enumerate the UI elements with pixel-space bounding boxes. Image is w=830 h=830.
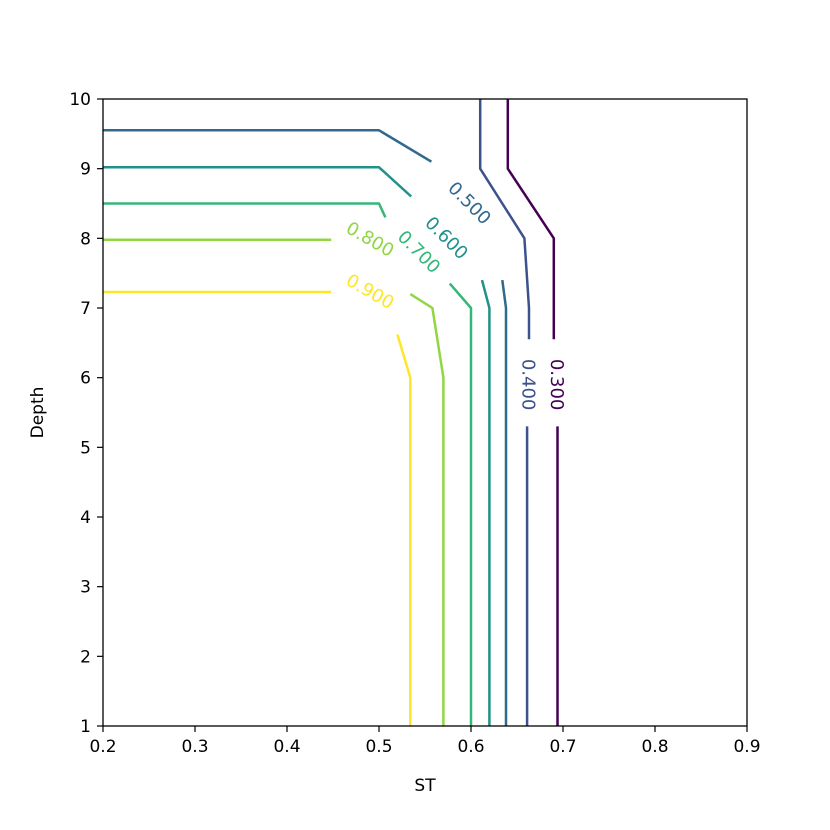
contour-label-0.400: 0.400 [518,359,539,411]
y-tick-label: 3 [80,578,91,598]
contour-label-0.300: 0.300 [546,359,567,411]
contour-line-0.500 [501,279,508,726]
contour-label-0.900: 0.900 [342,270,397,314]
y-tick-label: 10 [69,90,91,110]
axes-frame [102,98,748,727]
x-tick-label: 0.4 [273,737,300,757]
y-axis-label: Depth [28,387,48,439]
x-axis-ticks: 0.2 0.3 0.4 0.5 0.6 0.7 0.8 0.9 [89,726,761,757]
x-tick-label: 0.6 [457,737,484,757]
contour-line-0.500 [103,129,433,163]
x-tick-label: 0.2 [89,737,116,757]
contour-line-0.800 [409,293,445,726]
y-tick-label: 4 [80,508,91,528]
x-tick-label: 0.5 [365,737,392,757]
y-tick-label: 8 [80,229,91,249]
x-axis-label: ST [414,776,436,796]
y-tick-label: 1 [80,717,91,737]
x-tick-label: 0.7 [549,737,576,757]
contour-label-0.800: 0.800 [342,218,397,262]
x-tick-label: 0.9 [733,737,760,757]
y-tick-label: 2 [80,647,91,667]
contour-line-0.900 [396,334,412,726]
x-tick-label: 0.3 [181,737,208,757]
contour-line-0.600 [480,279,491,726]
y-axis-ticks: 1 2 3 4 5 6 7 8 9 10 [69,90,103,737]
contour-label-0.500: 0.500 [444,178,495,229]
contour-line-0.700 [448,282,473,726]
contour-line-0.300 [506,99,556,340]
y-tick-label: 6 [80,369,91,389]
y-tick-label: 7 [80,299,91,319]
contour-lines [103,99,559,726]
contour-line-0.600 [103,166,413,198]
contour-line-0.400 [478,99,531,340]
y-tick-label: 9 [80,160,91,180]
contour-line-0.700 [103,202,387,218]
x-tick-label: 0.8 [641,737,668,757]
y-tick-label: 5 [80,438,91,458]
